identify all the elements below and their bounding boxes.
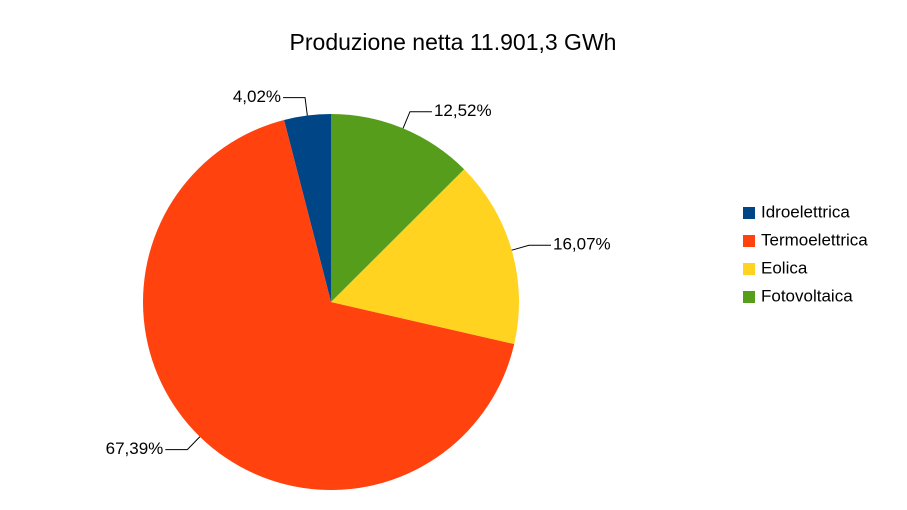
legend-swatch xyxy=(743,235,755,247)
pie-slice xyxy=(331,169,519,345)
data-label: 16,07% xyxy=(553,235,611,254)
legend-label: Fotovoltaica xyxy=(761,286,853,305)
legend-swatch xyxy=(743,207,755,219)
legend-label: Eolica xyxy=(761,258,808,277)
pie-slice xyxy=(331,114,465,302)
data-label: 67,39% xyxy=(106,439,164,458)
pie-slice xyxy=(143,119,515,490)
legend-swatch xyxy=(743,291,755,303)
leader-line xyxy=(165,436,201,451)
legend-label: Termoelettrica xyxy=(761,230,868,249)
legend-swatch xyxy=(743,263,755,275)
leader-line xyxy=(511,244,552,251)
chart-title: Produzione netta 11.901,3 GWh xyxy=(290,29,617,55)
data-label: 12,52% xyxy=(434,101,492,120)
legend-label: Idroelettrica xyxy=(761,202,850,221)
data-label: 4,02% xyxy=(233,87,281,106)
leader-line xyxy=(283,97,308,116)
pie-slice xyxy=(284,114,331,302)
leader-line xyxy=(402,111,432,129)
